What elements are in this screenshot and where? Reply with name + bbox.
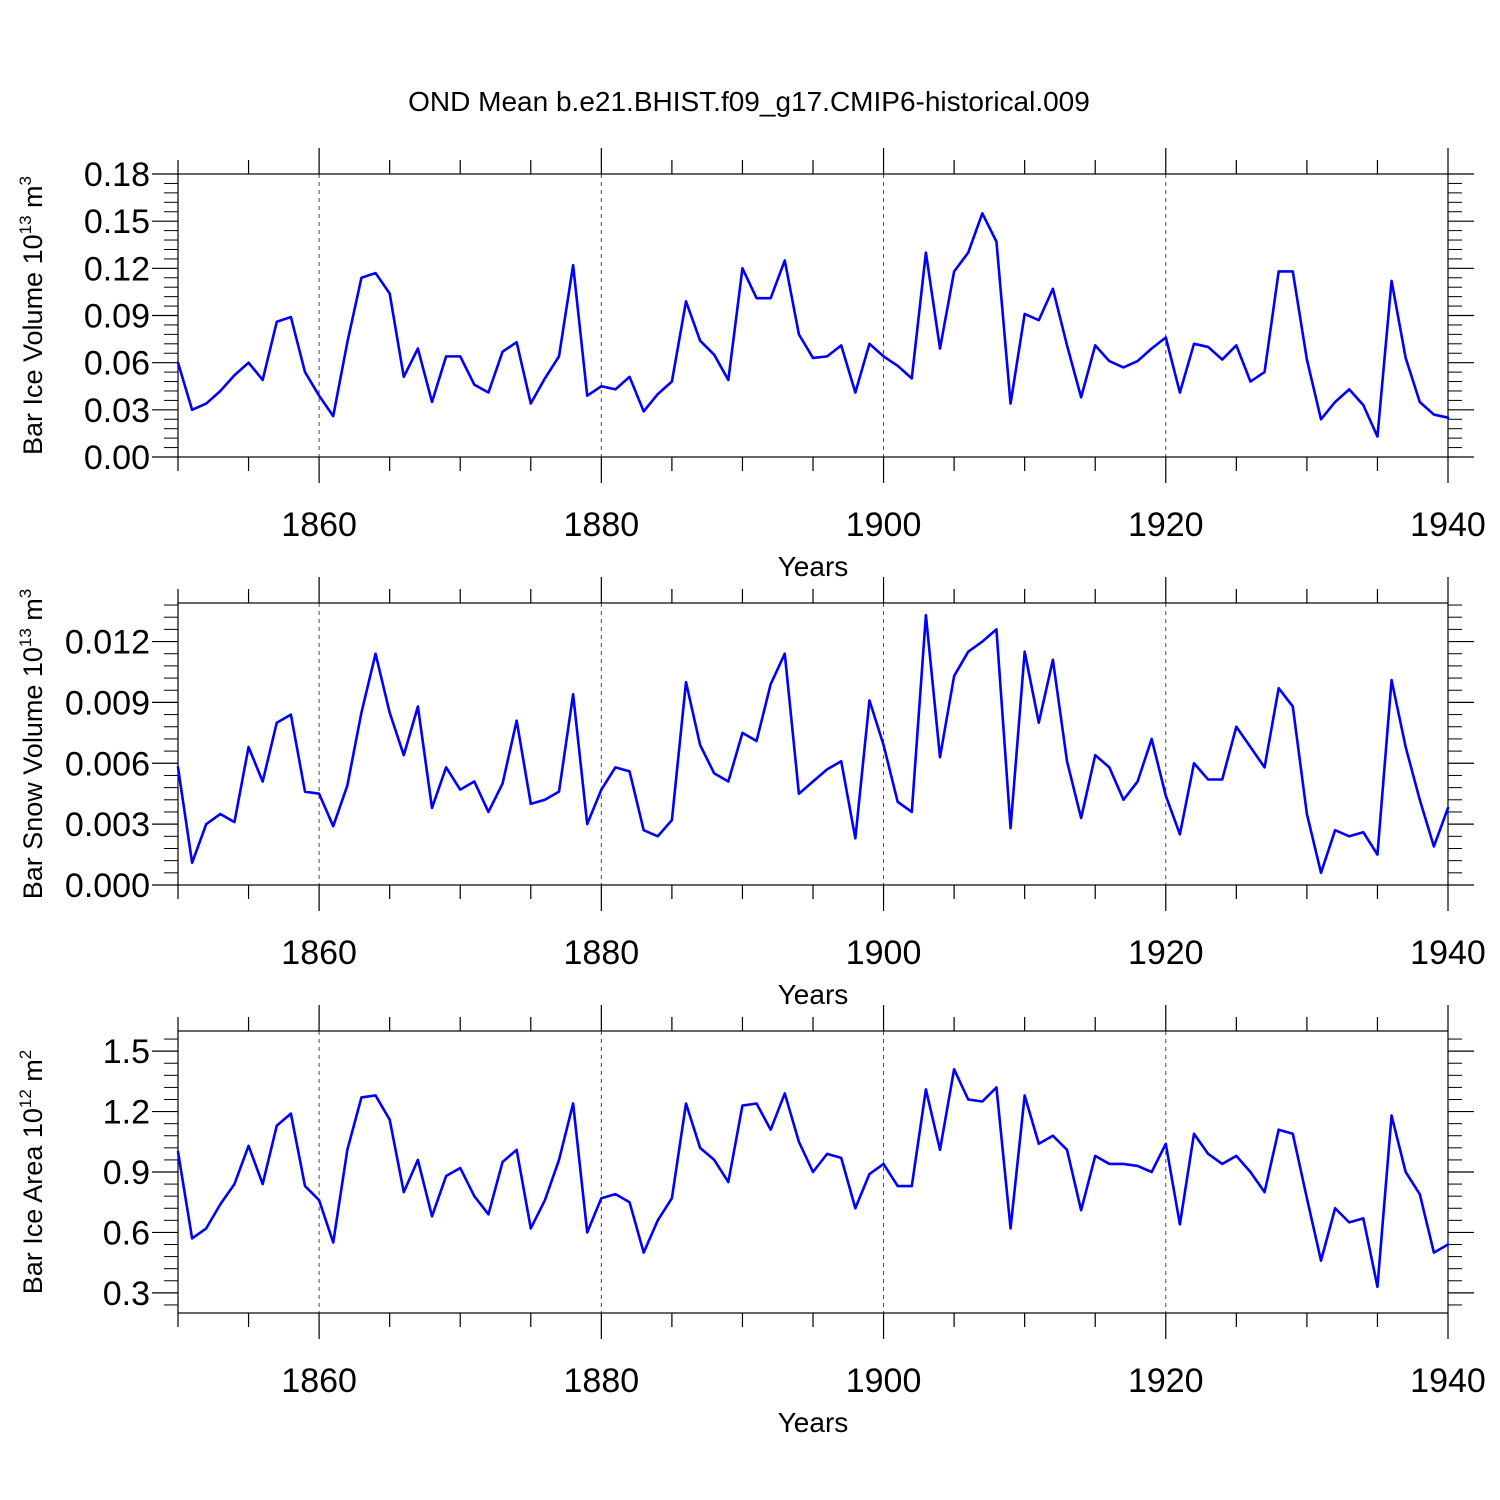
x-tick-label: 1900 — [846, 506, 922, 544]
x-tick-label: 1900 — [846, 1362, 922, 1400]
x-tick-label: 1900 — [846, 934, 922, 972]
y-axis-title: Bar Ice Area 1012 m2 — [16, 1050, 48, 1295]
y-axis-title-superscript: 13 — [16, 628, 35, 647]
y-axis-title: Bar Ice Volume 1013 m3 — [16, 176, 48, 455]
y-axis-title-part: Bar Ice Volume 10 — [18, 234, 48, 455]
x-axis-title: Years — [778, 551, 849, 582]
y-tick-label: 0.009 — [65, 684, 150, 722]
y-axis-title: Bar Snow Volume 1013 m3 — [16, 589, 48, 900]
y-tick-label: 0.000 — [65, 867, 150, 905]
y-axis-title-superscript: 3 — [16, 176, 35, 185]
y-tick-label: 0.006 — [65, 745, 150, 783]
x-axis-title: Years — [778, 979, 849, 1010]
x-tick-label: 1920 — [1128, 934, 1204, 972]
chart-title: OND Mean b.e21.BHIST.f09_g17.CMIP6-histo… — [408, 86, 1090, 117]
x-tick-label: 1920 — [1128, 506, 1204, 544]
y-tick-label: 0.06 — [84, 345, 150, 383]
series-line — [176, 1067, 1450, 1289]
y-axis-title-superscript: 3 — [16, 589, 35, 598]
y-tick-label: 0.18 — [84, 156, 150, 194]
y-axis-title-superscript: 12 — [16, 1089, 35, 1108]
y-axis-title-part: m — [18, 185, 48, 215]
y-axis-title-superscript: 2 — [16, 1050, 35, 1059]
y-tick-label: 0.012 — [65, 624, 150, 662]
y-tick-label: 0.09 — [84, 298, 150, 336]
y-tick-label: 0.9 — [103, 1154, 150, 1192]
y-tick-label: 0.003 — [65, 806, 150, 844]
x-tick-label: 1880 — [564, 934, 640, 972]
y-tick-label: 0.6 — [103, 1214, 150, 1252]
y-axis-title-part: Bar Snow Volume 10 — [18, 647, 48, 899]
y-axis-title-part: m — [18, 1059, 48, 1089]
y-tick-label: 0.12 — [84, 250, 150, 288]
x-tick-label: 1880 — [564, 1362, 640, 1400]
series-line — [176, 613, 1450, 875]
chart-panel-2: 0.000 0.003 0.006 0.009 0.012 1860 1880 1900 192… — [16, 577, 1486, 1010]
x-tick-label: 1940 — [1410, 934, 1486, 972]
x-tick-label: 1860 — [281, 934, 357, 972]
x-axis-title: Years — [778, 1407, 849, 1438]
y-tick-label: 0.3 — [103, 1275, 150, 1313]
y-axis-title-superscript: 13 — [16, 215, 35, 234]
y-tick-label: 0.03 — [84, 392, 150, 430]
y-tick-label: 1.2 — [103, 1094, 150, 1132]
x-tick-label: 1860 — [281, 1362, 357, 1400]
x-tick-label: 1940 — [1410, 1362, 1486, 1400]
x-tick-label: 1880 — [564, 506, 640, 544]
x-tick-label: 1860 — [281, 506, 357, 544]
y-axis-title-part: Bar Ice Area 10 — [18, 1108, 48, 1294]
y-tick-label: 0.00 — [84, 439, 150, 477]
y-axis-title-part: m — [18, 598, 48, 628]
y-tick-label: 0.15 — [84, 203, 150, 241]
chart-panel-3: 0.3 0.6 0.9 1.2 1.5 1860 1880 1900 1920 1940 Years… — [16, 1005, 1486, 1438]
x-tick-label: 1920 — [1128, 1362, 1204, 1400]
x-tick-label: 1940 — [1410, 506, 1486, 544]
series-line — [176, 212, 1450, 438]
chart-panel-1: 0.00 0.03 0.06 0.09 0.12 0.15 0.18 1860 1880 1900… — [16, 148, 1486, 582]
y-tick-label: 1.5 — [103, 1033, 150, 1071]
plot-frame — [177, 602, 1449, 886]
plot-frame — [177, 173, 1449, 458]
